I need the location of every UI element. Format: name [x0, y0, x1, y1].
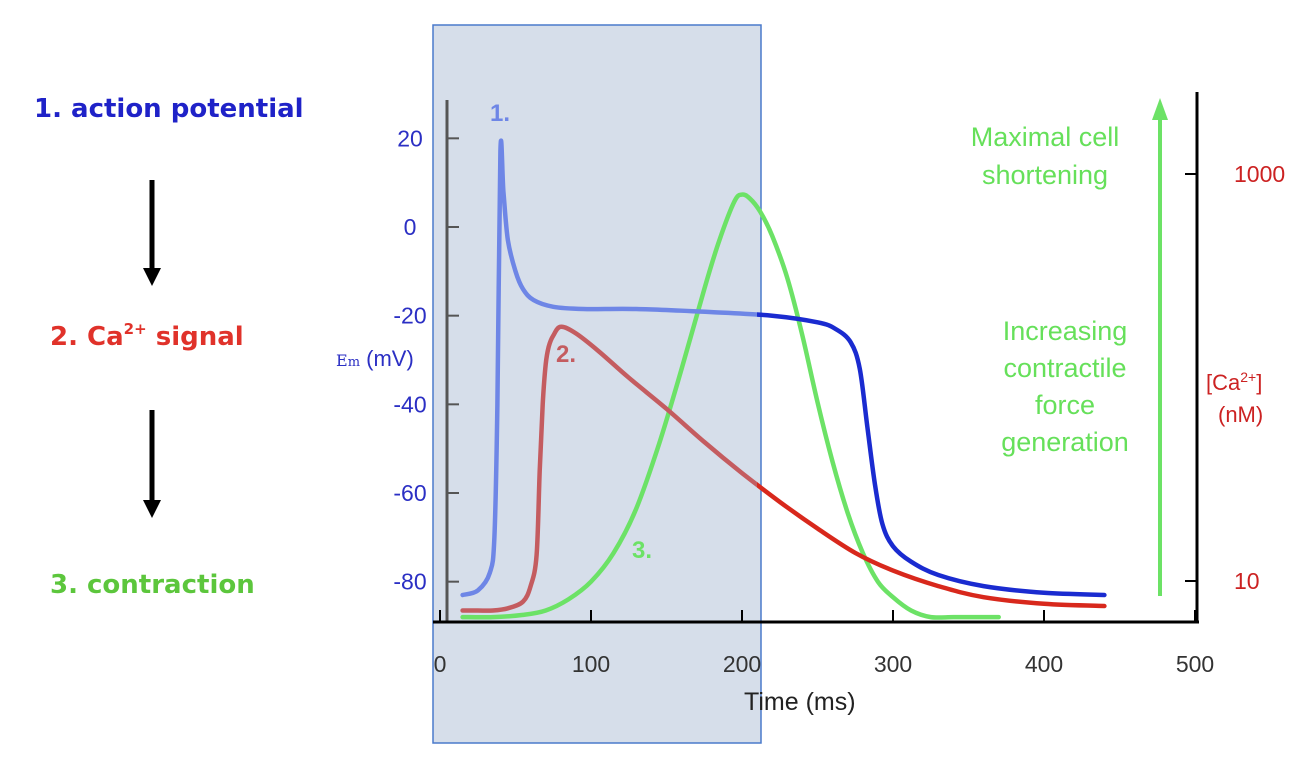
y-axis-label-left: Em (mV) [336, 346, 414, 371]
note-force: force [1035, 390, 1095, 420]
x-tick-label-5: 500 [1176, 651, 1214, 677]
y-tick-label-left-4: -60 [393, 480, 426, 506]
y-tick-label-left-0: 20 [397, 125, 423, 151]
series-line-ca-signal [460, 324, 1107, 613]
y-tick-label-left-1: 0 [404, 214, 417, 240]
step-ca-prefix: 2. Ca [50, 322, 124, 352]
series-line-contraction [460, 192, 1001, 620]
y-tick-label-right-1: 10 [1234, 568, 1260, 594]
y-label-em-sub: m [348, 355, 360, 370]
note-shortening: shortening [982, 160, 1108, 190]
note-increasing: Increasing [1003, 316, 1128, 346]
x-tick-label-2: 200 [723, 651, 761, 677]
x-tick-label-3: 300 [874, 651, 912, 677]
step-contraction: 3. contraction [50, 570, 255, 600]
y-ticks-right: 1000 10 [1185, 161, 1285, 594]
y-label-ca-sup: 2+ [1240, 369, 1256, 385]
step-ca-suffix: signal [146, 322, 244, 352]
highlight-region [432, 24, 762, 744]
x-tick-label-0: 0 [434, 651, 447, 677]
force-arrow-head-icon [1152, 98, 1168, 120]
note-contractile: contractile [1003, 353, 1126, 383]
x-axis-label: Time (ms) [744, 688, 856, 716]
y-label-unit: (mV) [360, 346, 414, 371]
x-tick-label-1: 100 [572, 651, 610, 677]
note-generation: generation [1001, 427, 1129, 457]
x-tick-label-4: 400 [1025, 651, 1063, 677]
series-label-3: 3. [632, 537, 652, 564]
down-arrow-icon-2 [143, 410, 161, 518]
y-tick-label-left-5: -80 [393, 569, 426, 595]
series-line-action-potential [460, 138, 1107, 598]
step-action-potential: 1. action potential [34, 94, 304, 124]
y-axis-label-right-unit: (nM) [1218, 402, 1263, 427]
y-tick-label-right-0: 1000 [1234, 161, 1285, 187]
x-ticks: 0 100 200 300 400 500 [434, 610, 1214, 677]
series-label-1: 1. [490, 100, 510, 127]
step-ca-superscript: 2+ [123, 320, 147, 338]
y-ticks-left: 20 0 -20 -40 -60 -80 [393, 125, 459, 595]
down-arrow-icon-1 [143, 180, 161, 286]
series-label-2: 2. [556, 341, 576, 368]
y-tick-label-left-3: -40 [393, 391, 426, 417]
y-axis-label-right: [Ca2+] [1206, 369, 1262, 395]
note-maximal-cell: Maximal cell [971, 122, 1120, 152]
y-label-ca: [Ca [1206, 370, 1241, 395]
step-ca-signal: 2. Ca2+ signal [50, 320, 244, 352]
y-label-em: E [336, 351, 348, 370]
y-label-ca-close: ] [1256, 370, 1262, 395]
series-layer [460, 138, 1107, 620]
y-tick-label-left-2: -20 [393, 303, 426, 329]
